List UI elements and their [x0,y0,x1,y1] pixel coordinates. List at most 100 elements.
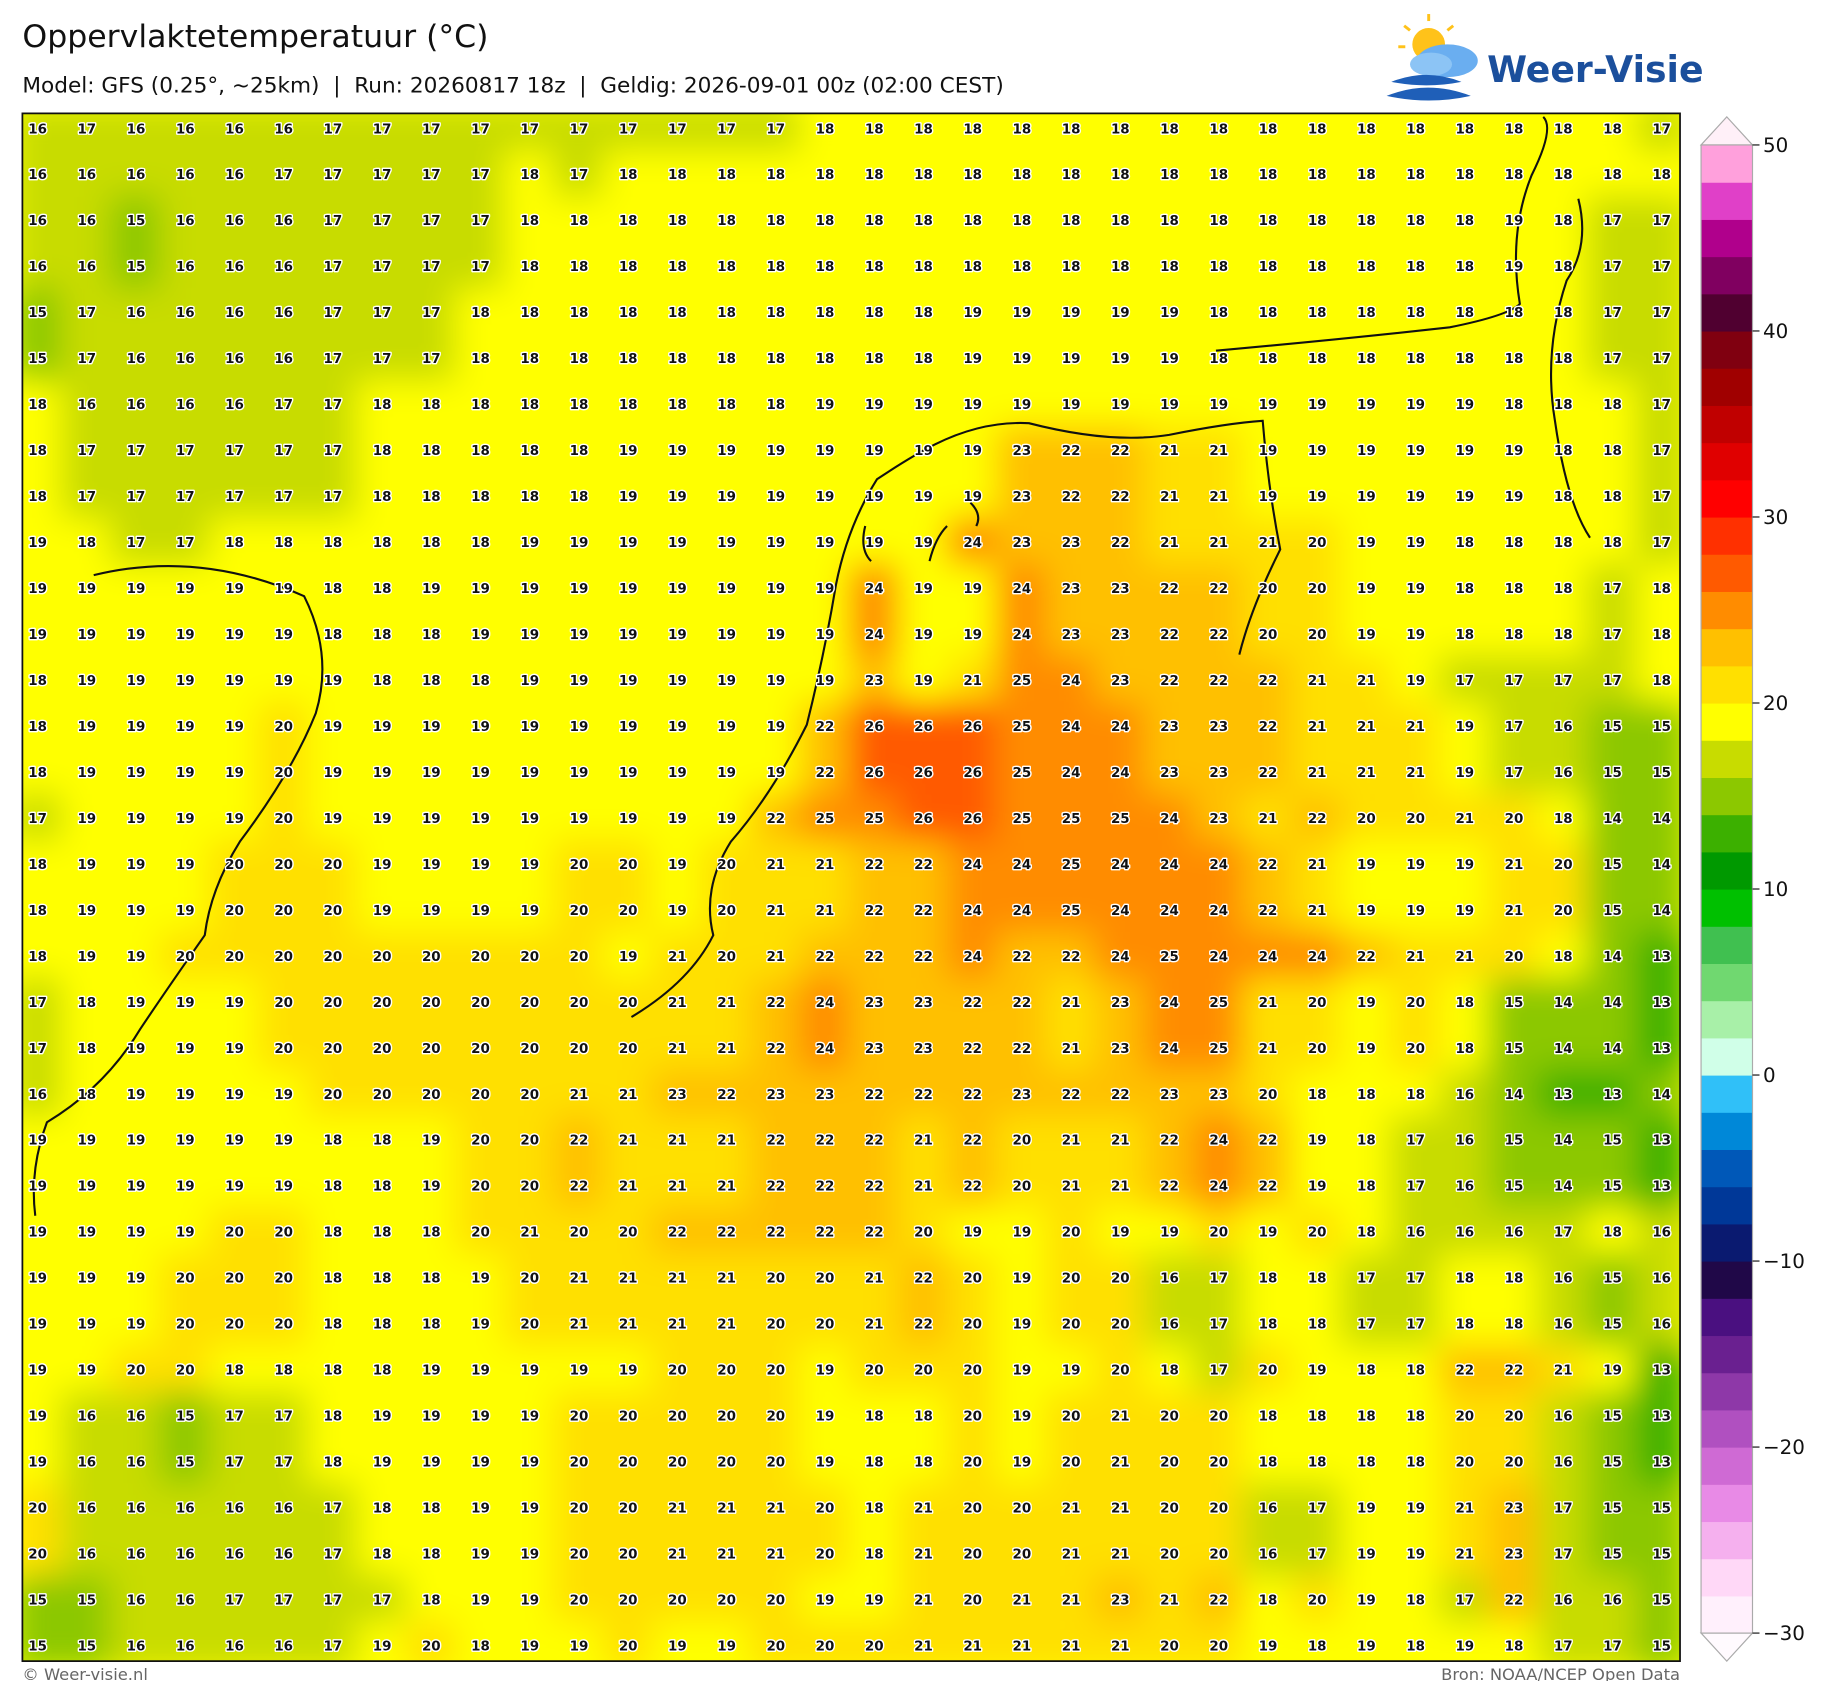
temp-cell [307,840,359,889]
temp-label: 18 [1160,168,1179,183]
temp-cell [848,288,901,337]
temp-cell [110,1575,162,1624]
temp-label: 18 [1308,1272,1327,1287]
temp-cell [1488,1069,1540,1119]
temp-label: 21 [717,1548,736,1563]
temp-label: 18 [1013,260,1032,275]
temp-label: 17 [1455,1594,1474,1609]
temp-cell [307,1391,359,1441]
temp-label: 15 [28,352,47,367]
temp-label: 15 [127,214,146,229]
temp-label: 19 [766,674,785,689]
temp-cell [1242,1069,1294,1119]
temp-label: 22 [816,720,835,735]
temp-cell [553,610,605,659]
temp-cell [208,1253,261,1303]
temp-label: 21 [914,1502,933,1517]
temp-cell [503,113,556,153]
temp-cell [799,1069,851,1119]
temp-label: 20 [816,1502,835,1517]
temp-label: 19 [816,628,835,643]
temp-cell [1143,196,1196,245]
temp-label: 19 [471,1548,490,1563]
temp-cell [848,150,901,199]
temp-cell [1242,150,1294,199]
temp-label: 19 [914,536,933,551]
temp-label: 18 [1455,260,1474,275]
temp-cell [22,196,64,245]
temp-cell [750,288,802,337]
temp-cell [750,1069,802,1119]
temp-cell [553,380,605,429]
temp-cell [307,1437,359,1487]
temp-label: 20 [865,1639,884,1654]
temp-cell [503,840,556,889]
temp-label: 21 [668,1318,687,1333]
temp-label: 17 [373,122,392,137]
temp-label: 16 [225,1502,244,1517]
temp-label: 18 [914,306,933,321]
logo-icon [1386,14,1478,101]
temp-label: 20 [963,1548,982,1563]
temp-cell [897,1621,950,1662]
temp-cell [1192,1437,1245,1487]
temp-label: 15 [77,1639,96,1654]
temp-cell [1340,380,1393,429]
temp-cell [1143,748,1196,797]
temp-label: 21 [1406,766,1425,781]
temp-cell [1242,977,1294,1027]
temp-cell [848,196,901,245]
temp-label: 19 [176,628,195,643]
temp-cell [1094,1115,1147,1165]
temp-cell [405,748,458,797]
subtitle: Model: GFS (0.25°, ~25km) | Run: 2026081… [22,73,1003,98]
colorbar-tick-label: 40 [1763,320,1788,343]
temp-cell [405,288,458,337]
temp-cell [405,242,458,291]
temp-cell [1389,1575,1442,1624]
temp-label: 20 [1209,1226,1228,1241]
temp-cell [1537,564,1590,613]
temp-label: 18 [1062,122,1081,137]
temp-label: 22 [914,950,933,965]
temp-cell [61,794,113,843]
temp-label: 19 [816,490,835,505]
temp-cell [405,840,458,889]
temp-label: 22 [1209,628,1228,643]
temp-label: 18 [28,720,47,735]
temp-cell [61,1115,113,1165]
temp-label: 13 [1652,1456,1671,1471]
temp-label: 22 [766,1042,785,1057]
temp-cell [1291,1023,1343,1073]
temp-cell [61,334,113,383]
temp-cell [1439,518,1491,567]
temp-label: 19 [225,766,244,781]
temp-cell [1586,1299,1639,1349]
temp-cell [1389,518,1442,567]
temp-label: 18 [1406,260,1425,275]
temp-cell [1340,334,1393,383]
temp-cell [1094,1023,1147,1073]
colorbar-top-end [1699,116,1754,146]
temp-cell [553,1299,605,1349]
temp-cell [848,113,901,153]
temp-cell [1045,564,1097,613]
temp-label: 19 [28,1180,47,1195]
temp-label: 18 [1455,536,1474,551]
temp-label: 18 [1455,996,1474,1011]
temp-cell [897,1483,950,1533]
temp-label: 21 [1357,720,1376,735]
temp-label: 19 [520,582,539,597]
temp-label: 20 [1062,1318,1081,1333]
temp-cell [405,1023,458,1073]
temp-label: 24 [1111,950,1130,965]
temp-label: 19 [77,858,96,873]
temp-cell [750,977,802,1027]
temp-cell [1635,656,1681,705]
temp-label: 19 [1603,1364,1622,1379]
temp-label: 18 [1455,214,1474,229]
temp-label: 18 [422,628,441,643]
temp-cell [848,380,901,429]
temp-cell [1094,1529,1147,1579]
temp-label: 19 [668,1639,687,1654]
